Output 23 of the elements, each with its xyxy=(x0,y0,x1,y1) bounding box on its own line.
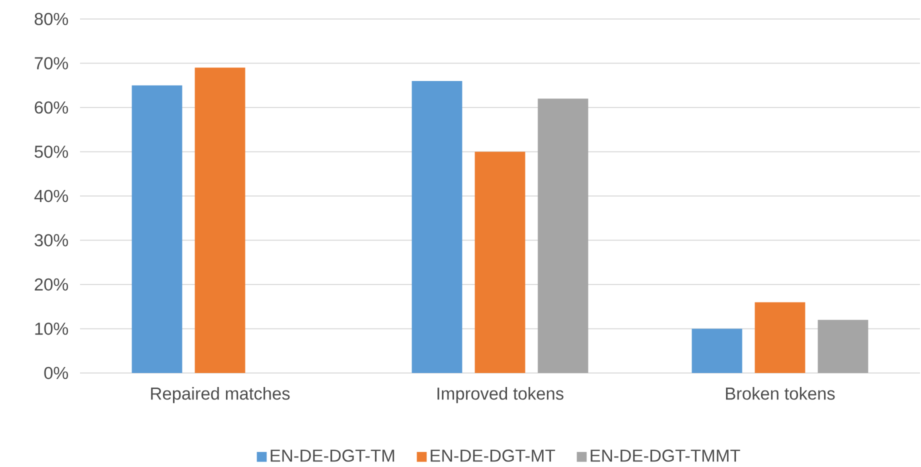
y-tick-label: 0% xyxy=(44,366,68,380)
bar xyxy=(818,320,868,373)
y-tick-label: 40% xyxy=(34,190,68,202)
y-tick-label: 10% xyxy=(35,322,68,335)
bar xyxy=(538,98,588,373)
legend-label: EN-DE-DGT-MT xyxy=(430,450,556,462)
x-tick-label: Broken tokens xyxy=(726,387,835,400)
legend-label: EN-DE-DGT-TMMT xyxy=(590,450,740,462)
bar xyxy=(754,302,806,373)
y-tick-label: 30% xyxy=(34,234,68,246)
x-tick-label: Improved tokens xyxy=(438,387,564,404)
legend-label: EN-DE-DGT-TM xyxy=(270,450,394,462)
x-tick-label: Repaired matches xyxy=(151,387,290,404)
y-tick-label: 60% xyxy=(34,101,68,114)
bar xyxy=(412,80,462,373)
bar xyxy=(692,328,742,373)
y-tick-label: 20% xyxy=(34,278,68,291)
y-tick-label: 50% xyxy=(34,146,68,158)
bar xyxy=(474,152,526,373)
y-tick-label: 70% xyxy=(34,57,68,70)
bar xyxy=(132,85,182,373)
y-tick-label: 80% xyxy=(34,12,68,26)
bar xyxy=(194,68,246,373)
